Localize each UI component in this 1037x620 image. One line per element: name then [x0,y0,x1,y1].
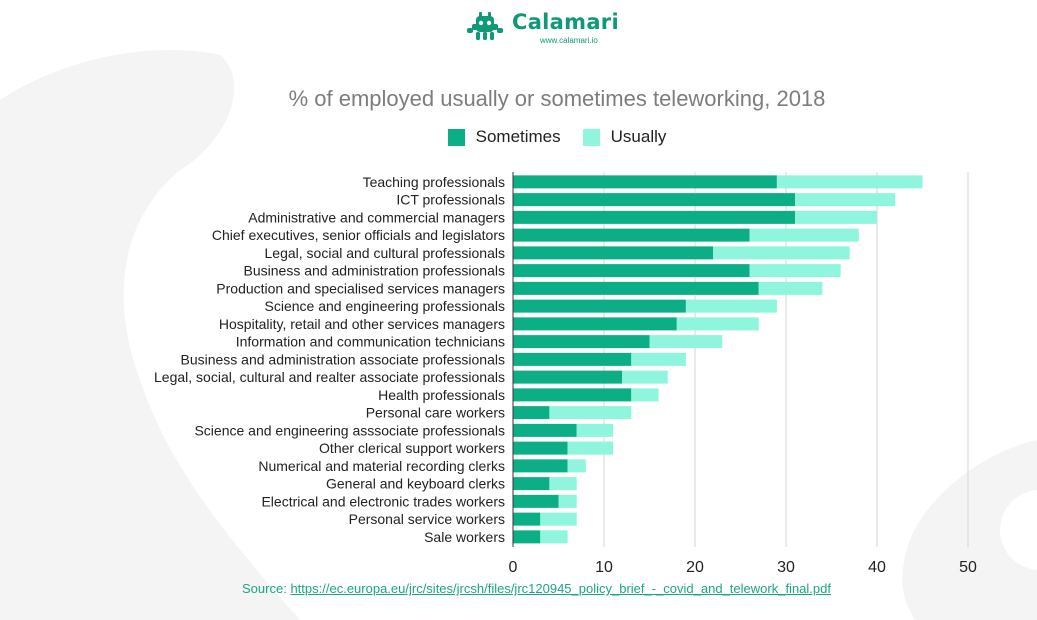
bar-sometimes [513,210,796,224]
bar-sometimes [513,494,559,508]
category-label: General and keyboard clerks [326,476,505,492]
x-tick-label-50: 50 [959,559,977,576]
bar-sometimes [513,299,686,313]
bar-usually [576,423,614,437]
bar-sometimes [513,441,568,455]
x-tick-label-20: 20 [686,559,704,576]
category-label: Teaching professionals [363,174,505,190]
bar-usually [549,406,632,420]
bar-sometimes [513,281,759,295]
bar-sometimes [513,530,541,544]
chart-title: % of employed usually or sometimes telew… [288,86,826,111]
bar-usually [567,459,586,473]
bar-usually [631,352,686,366]
source-label: Source: [242,581,287,596]
category-label: Electrical and electronic trades workers [261,493,505,509]
bar-sometimes [513,370,623,384]
category-label: Hospitality, retail and other services m… [219,316,505,332]
logo-name: Calamari [512,10,619,34]
category-label: Personal service workers [349,511,505,527]
category-label: ICT professionals [396,192,505,208]
bar-usually [713,246,850,260]
bar-usually [649,335,723,349]
bar-sometimes [513,264,750,278]
bar-sometimes [513,459,568,473]
legend-label-sometimes: Sometimes [475,127,561,146]
background-circle-right [1000,490,1037,570]
bar-usually [549,477,577,491]
category-label: Information and communication technician… [236,334,505,350]
bar-sometimes [513,388,632,402]
bar-usually [749,228,859,242]
category-label: Chief executives, senior officials and l… [212,227,505,243]
bar-usually [795,193,896,207]
category-label: Science and engineering professionals [265,298,506,314]
bar-sometimes [513,228,750,242]
logo-url: www.calamari.io [540,36,598,45]
bar-sometimes [513,175,777,189]
source-link[interactable]: https://ec.europa.eu/jrc/sites/jrcsh/fil… [290,581,831,596]
category-label: Sale workers [424,529,505,545]
bar-sometimes [513,512,541,526]
calamari-logo-icon [467,12,503,40]
bar-usually [685,299,777,313]
source-note: Source: https://ec.europa.eu/jrc/sites/j… [0,581,1037,596]
bar-sometimes [513,246,714,260]
bar-sometimes [513,423,577,437]
bar-usually [795,210,877,224]
legend-swatch-usually [582,128,600,146]
category-label: Business and administration associate pr… [180,351,505,367]
category-label: Legal, social, cultural and realter asso… [154,369,505,385]
chart-legend: Sometimes Usually [0,127,1037,147]
bar-usually [676,317,759,331]
category-label: Business and administration professional… [244,263,505,279]
background-blob-right [902,440,1037,620]
bar-usually [776,175,923,189]
category-label: Production and specialised services mana… [216,280,505,296]
background-blob-left [0,50,300,620]
x-tick-label-0: 0 [509,559,518,576]
bar-usually [622,370,668,384]
x-tick-label-10: 10 [595,559,613,576]
bar-usually [749,264,841,278]
category-label: Science and engineering asssociate profe… [194,422,505,438]
bar-sometimes [513,193,796,207]
bar-usually [540,512,577,526]
legend-item-sometimes: Sometimes [447,127,561,147]
bar-sometimes [513,477,550,491]
legend-item-usually: Usually [582,127,667,147]
bar-usually [540,530,568,544]
category-label: Personal care workers [366,405,505,421]
category-label: Administrative and commercial managers [248,209,505,225]
bar-usually [758,281,823,295]
category-label: Other clerical support workers [319,440,505,456]
legend-label-usually: Usually [610,127,667,146]
bar-sometimes [513,317,677,331]
bar-usually [558,494,577,508]
bar-sometimes [513,406,550,420]
bar-usually [631,388,659,402]
bar-sometimes [513,352,632,366]
x-tick-label-30: 30 [777,559,795,576]
x-tick-label-40: 40 [868,559,886,576]
bar-usually [567,441,614,455]
bar-sometimes [513,335,650,349]
legend-swatch-sometimes [447,128,465,146]
category-label: Legal, social and cultural professionals [265,245,505,261]
category-label: Numerical and material recording clerks [258,458,505,474]
category-label: Health professionals [378,387,505,403]
